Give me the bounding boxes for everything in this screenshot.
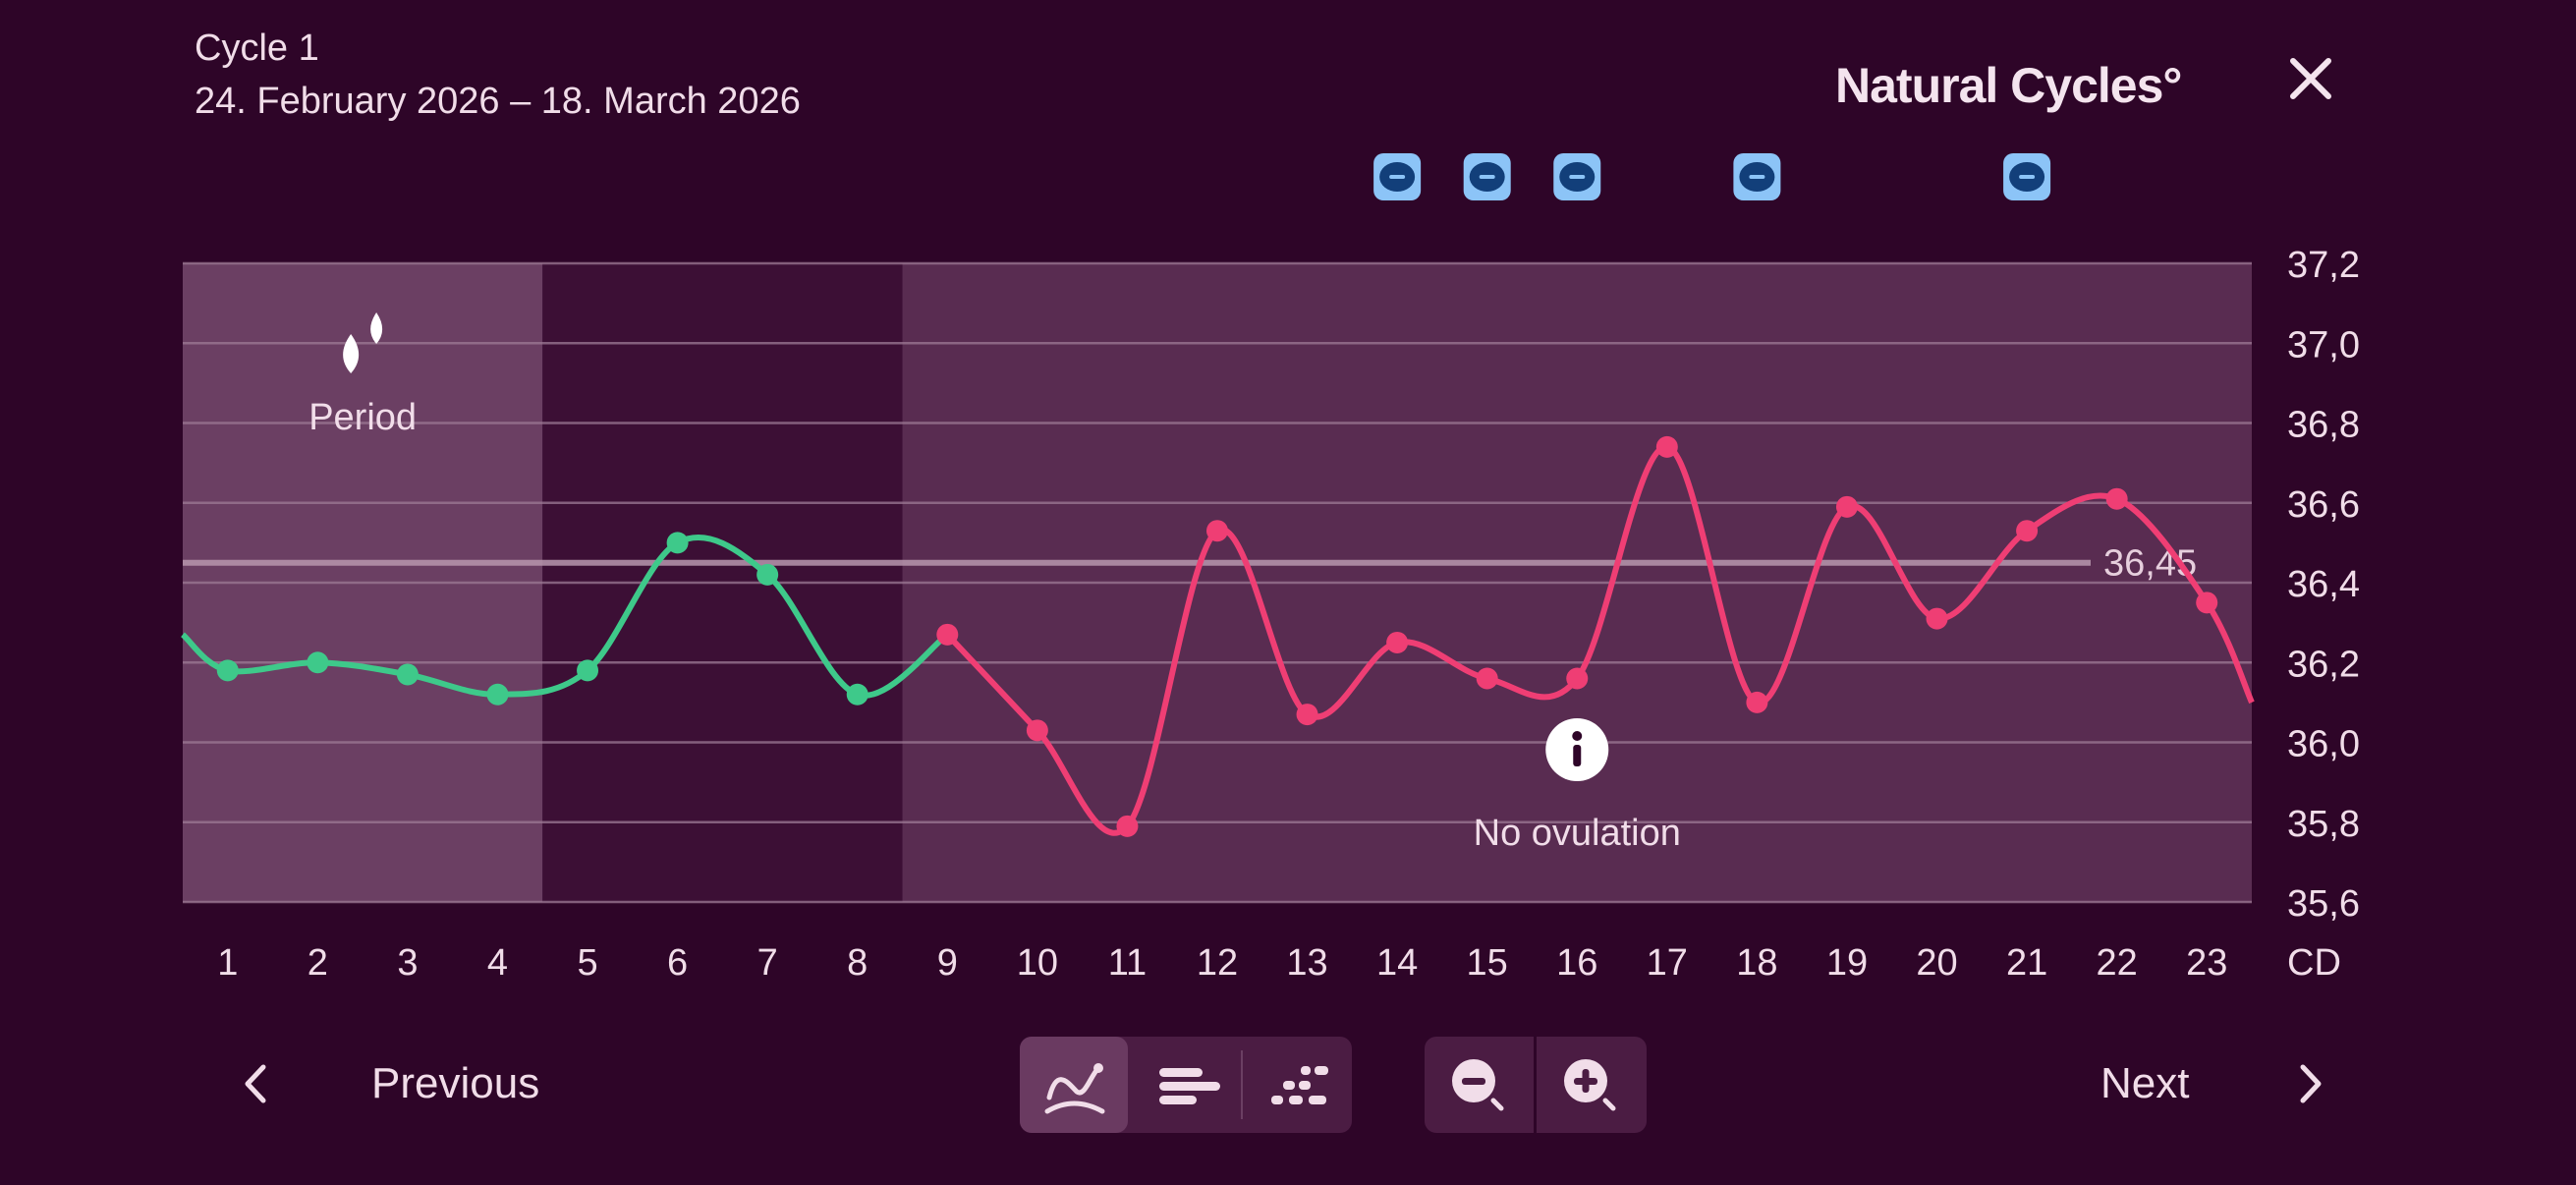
- x-tick-label: 11: [1108, 942, 1147, 984]
- x-tick-label: 14: [1376, 942, 1418, 984]
- chevron-left-icon: [245, 1064, 266, 1103]
- x-tick-label: 16: [1556, 942, 1597, 984]
- previous-chevron-button[interactable]: [236, 1059, 275, 1108]
- info-dot: [1572, 731, 1583, 741]
- x-tick-label: 6: [667, 942, 688, 984]
- data-point: [936, 623, 959, 646]
- zoom-controls: [1425, 1037, 1647, 1133]
- x-tick-label: 13: [1286, 942, 1327, 984]
- x-tick-label: 5: [577, 942, 597, 984]
- dots-view-icon: [1271, 1066, 1328, 1104]
- y-tick-label: 36,0: [2287, 724, 2360, 765]
- x-tick-label: 7: [757, 942, 778, 984]
- zoom-in-button[interactable]: [1537, 1037, 1647, 1133]
- temperature-chart: 36,45 37,237,036,836,636,436,236,035,835…: [180, 153, 2360, 984]
- close-icon: [2290, 58, 2331, 99]
- x-tick-label: 1: [217, 942, 238, 984]
- chevron-right-icon: [2300, 1064, 2322, 1103]
- y-tick-label: 37,2: [2287, 245, 2360, 286]
- dots-view-button[interactable]: [1244, 1037, 1352, 1133]
- drop-small: [370, 312, 383, 344]
- minus-sign: [1389, 175, 1406, 179]
- data-point: [2016, 520, 2039, 542]
- y-tick-label: 36,6: [2287, 484, 2360, 526]
- negative-test-icon: [2003, 153, 2051, 200]
- data-point: [1566, 667, 1589, 690]
- x-tick-label: 3: [397, 942, 418, 984]
- data-point: [1296, 704, 1318, 726]
- data-point: [1746, 691, 1768, 713]
- data-point: [307, 651, 329, 674]
- x-tick-label: 19: [1826, 942, 1868, 984]
- data-point: [1206, 520, 1228, 542]
- negative-test-icon: [1733, 153, 1781, 200]
- x-tick-label: 23: [2186, 942, 2227, 984]
- minus-sign: [1569, 175, 1586, 179]
- minus-sign: [1479, 175, 1495, 179]
- negative-test-icon: [1553, 153, 1601, 200]
- x-axis-label: CD: [2287, 942, 2341, 984]
- x-tick-label: 10: [1017, 942, 1058, 984]
- graph-view-icon: [1044, 1063, 1105, 1114]
- chart-view-switcher: [1020, 1037, 1352, 1133]
- x-tick-label: 22: [2097, 942, 2138, 984]
- data-point: [1655, 435, 1678, 458]
- data-point: [846, 683, 868, 705]
- data-point: [1476, 667, 1498, 690]
- data-point: [1116, 815, 1139, 837]
- x-tick-label: 12: [1197, 942, 1238, 984]
- graph-view-button[interactable]: [1020, 1037, 1128, 1133]
- zoom-out-button[interactable]: [1425, 1037, 1535, 1133]
- y-tick-label: 37,0: [2287, 324, 2360, 366]
- next-chevron-button[interactable]: [2291, 1059, 2330, 1108]
- x-tick-label: 2: [308, 942, 328, 984]
- cycle-title: Cycle 1: [195, 28, 319, 69]
- list-view-button[interactable]: [1132, 1037, 1240, 1133]
- info-icon: [1545, 718, 1609, 781]
- data-point: [2196, 592, 2218, 614]
- data-point: [1026, 719, 1048, 742]
- info-bar: [1573, 745, 1582, 766]
- no-ovulation-label: No ovulation: [1474, 813, 1681, 854]
- x-tick-label: 17: [1647, 942, 1688, 984]
- negative-test-icon: [1463, 153, 1511, 200]
- x-tick-label: 18: [1736, 942, 1777, 984]
- x-tick-label: 21: [2006, 942, 2047, 984]
- data-point: [396, 663, 419, 686]
- x-tick-label: 20: [1916, 942, 1957, 984]
- y-tick-label: 35,8: [2287, 804, 2360, 845]
- minus-sign: [2019, 175, 2036, 179]
- negative-test-icon: [1373, 153, 1422, 200]
- y-tick-label: 36,8: [2287, 405, 2360, 446]
- data-point: [486, 683, 509, 705]
- next-button[interactable]: Next: [2100, 1059, 2190, 1107]
- zoom-out-icon: [1452, 1059, 1504, 1111]
- x-tick-label: 4: [487, 942, 508, 984]
- period-label: Period: [308, 397, 417, 438]
- y-tick-label: 36,4: [2287, 564, 2360, 605]
- minus-sign: [1749, 175, 1765, 179]
- cycle-dates: 24. February 2026 – 18. March 2026: [195, 81, 801, 122]
- close-button[interactable]: [2281, 49, 2340, 108]
- data-point: [577, 659, 599, 682]
- x-tick-label: 15: [1467, 942, 1508, 984]
- list-view-icon: [1159, 1068, 1220, 1104]
- data-point: [216, 659, 239, 682]
- data-point: [666, 532, 689, 554]
- drop-large: [343, 334, 360, 373]
- zoom-in-icon: [1564, 1059, 1616, 1111]
- y-tick-label: 35,6: [2287, 883, 2360, 925]
- previous-button[interactable]: Previous: [371, 1059, 540, 1107]
- data-point: [1835, 495, 1858, 518]
- data-point: [756, 563, 779, 586]
- data-point: [1386, 631, 1409, 653]
- drops-icon: [343, 312, 383, 373]
- brand-logo: Natural Cycles°: [1835, 58, 2182, 113]
- x-tick-label: 8: [847, 942, 868, 984]
- data-point: [2105, 487, 2128, 510]
- data-point: [1926, 607, 1948, 630]
- x-tick-label: 9: [937, 942, 958, 984]
- y-tick-label: 36,2: [2287, 644, 2360, 685]
